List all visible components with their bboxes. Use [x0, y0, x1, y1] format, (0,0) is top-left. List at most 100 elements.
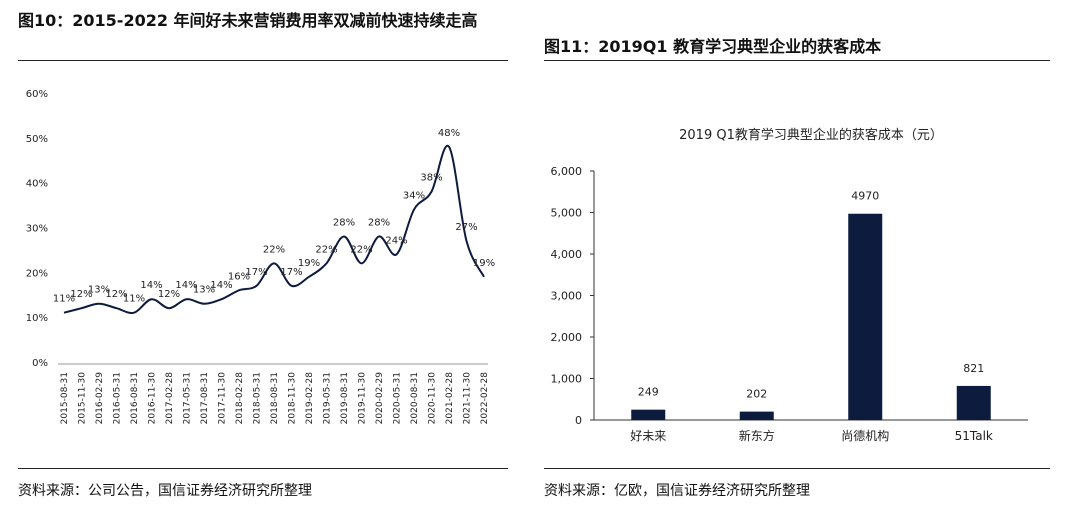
x-tick-label: 2015-08-31	[60, 372, 70, 424]
y-tick-label: 3,000	[551, 290, 583, 303]
data-label: 22%	[350, 244, 372, 255]
data-point	[308, 276, 310, 278]
data-label: 17%	[245, 267, 267, 278]
y-tick-label: 0%	[32, 358, 48, 369]
data-label: 13%	[88, 285, 110, 296]
data-label: 22%	[263, 244, 285, 255]
data-point	[343, 235, 345, 237]
data-label: 19%	[298, 258, 320, 269]
y-tick-label: 5,000	[551, 207, 583, 220]
x-tick-label: 2016-02-29	[95, 372, 105, 425]
data-label: 11%	[53, 294, 75, 305]
data-point	[133, 312, 135, 314]
y-tick-label: 30%	[26, 224, 48, 235]
x-tick-label: 2021-11-30	[463, 372, 473, 425]
data-point	[168, 307, 170, 309]
data-point	[81, 307, 83, 309]
x-tick-label: 2018-02-28	[235, 372, 245, 425]
x-category-label: 尚德机构	[841, 428, 889, 443]
series-line	[63, 144, 485, 314]
data-point	[256, 285, 258, 287]
data-point	[203, 303, 205, 305]
x-tick-label: 2019-05-31	[323, 372, 333, 424]
y-tick-label: 40%	[26, 179, 48, 190]
data-label: 19%	[473, 258, 495, 269]
data-point	[326, 262, 328, 264]
data-label: 12%	[70, 289, 92, 300]
x-tick-label: 2018-08-31	[270, 372, 280, 424]
x-tick-label: 2020-02-29	[375, 372, 385, 425]
data-label: 38%	[420, 173, 442, 184]
y-tick-label: 1,000	[551, 373, 583, 386]
left-title-rule	[18, 60, 508, 61]
data-point	[186, 298, 188, 300]
x-tick-label: 2018-11-30	[288, 372, 298, 425]
y-tick-label: 60%	[26, 89, 48, 100]
x-category-label: 51Talk	[955, 429, 993, 443]
data-point	[238, 289, 240, 291]
data-label: 27%	[455, 222, 477, 233]
left-figure-title: 图10：2015-2022 年间好未来营销费用率双减前快速持续走高	[18, 11, 478, 30]
right-title-rule	[544, 60, 1050, 61]
data-point	[98, 303, 100, 305]
data-label: 13%	[193, 285, 215, 296]
data-label: 16%	[228, 271, 250, 282]
bar	[848, 213, 883, 420]
data-point	[361, 262, 363, 264]
bar-chart: 2019 Q1教育学习典型企业的获客成本（元） 0 1,000 2,000 3,000 4…	[551, 127, 1028, 443]
data-point	[221, 298, 223, 300]
right-figure-title: 图11：2019Q1 教育学习典型企业的获客成本	[544, 37, 882, 56]
data-label: 28%	[333, 217, 355, 228]
data-label: 11%	[123, 294, 145, 305]
x-tick-label: 2020-08-31	[410, 372, 420, 424]
bar-value-label: 4970	[851, 190, 879, 203]
data-point	[431, 191, 433, 193]
left-source-note: 资料来源：公司公告，国信证券经济研究所整理	[18, 483, 312, 499]
bar	[739, 411, 774, 420]
line-chart: 0%10%20%30%40%50%60%11%12%13%12%11%14%12…	[26, 89, 495, 425]
data-point	[396, 253, 398, 255]
data-label: 14%	[140, 280, 162, 291]
data-point	[448, 146, 450, 148]
y-tick-label: 50%	[26, 134, 48, 145]
x-tick-label: 2022-02-28	[480, 372, 490, 425]
x-tick-label: 2016-05-31	[113, 372, 123, 424]
x-category-label: 新东方	[739, 428, 775, 443]
y-tick-label: 4,000	[551, 248, 583, 261]
data-label: 14%	[210, 280, 232, 291]
right-figure: 图11：2019Q1 教育学习典型企业的获客成本 2019 Q1教育学习典型企业…	[540, 0, 1080, 511]
data-label: 14%	[175, 280, 197, 291]
data-label: 22%	[315, 244, 337, 255]
x-tick-label: 2019-08-31	[340, 372, 350, 424]
x-category-label: 好未来	[630, 429, 666, 443]
x-tick-label: 2018-05-31	[253, 372, 263, 424]
data-point	[378, 235, 380, 237]
x-tick-label: 2016-08-31	[130, 372, 140, 424]
x-tick-label: 2020-05-31	[393, 372, 403, 424]
y-tick-label: 6,000	[551, 165, 583, 178]
data-label: 12%	[158, 289, 180, 300]
x-tick-label: 2019-11-30	[358, 372, 368, 425]
right-source-rule	[544, 468, 1050, 469]
x-tick-label: 2017-11-30	[218, 372, 228, 425]
data-point	[116, 307, 118, 309]
bar	[631, 409, 666, 420]
chart-title: 2019 Q1教育学习典型企业的获客成本（元）	[679, 127, 943, 143]
bar-value-label: 821	[963, 362, 984, 375]
data-label: 34%	[403, 191, 425, 202]
data-point	[291, 285, 293, 287]
x-tick-label: 2017-08-31	[200, 372, 210, 424]
x-tick-label: 2015-11-30	[78, 372, 88, 425]
right-source-note: 资料来源：亿欧，国信证券经济研究所整理	[544, 483, 810, 499]
left-source-rule	[18, 468, 508, 469]
x-tick-label: 2019-02-28	[305, 372, 315, 425]
data-label: 17%	[280, 267, 302, 278]
x-tick-label: 2017-02-28	[165, 372, 175, 425]
x-tick-label: 2017-05-31	[183, 372, 193, 424]
data-point	[151, 298, 153, 300]
data-label: 48%	[438, 128, 460, 139]
x-tick-label: 2020-11-30	[428, 372, 438, 425]
bar	[956, 385, 991, 420]
y-tick-label: 10%	[26, 313, 48, 324]
x-tick-label: 2016-11-30	[148, 372, 158, 425]
